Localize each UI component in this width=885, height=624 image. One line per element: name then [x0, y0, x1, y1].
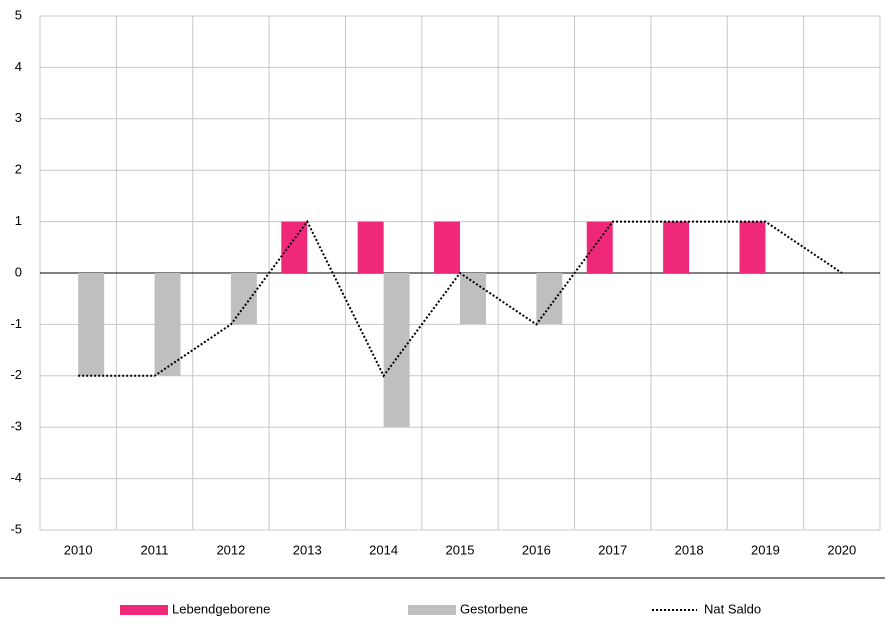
- bar: [383, 273, 410, 428]
- y-tick-label: -4: [10, 470, 22, 485]
- bar: [536, 273, 563, 325]
- bar: [281, 221, 308, 273]
- x-tick-label: 2011: [141, 542, 169, 557]
- x-tick-label: 2018: [675, 542, 704, 557]
- legend-label: Nat Saldo: [704, 601, 761, 616]
- bar: [230, 273, 257, 325]
- y-tick-label: 3: [15, 110, 22, 125]
- bar: [586, 221, 613, 273]
- legend-swatch: [408, 605, 456, 615]
- x-tick-label: 2013: [293, 542, 322, 557]
- line: [78, 219, 843, 378]
- legend-label: Gestorbene: [460, 601, 528, 616]
- y-tick-label: -5: [10, 521, 22, 536]
- bar: [78, 273, 105, 376]
- y-tick-label: -2: [10, 367, 22, 382]
- x-tick-label: 2020: [827, 542, 856, 557]
- x-tick-label: 2010: [64, 542, 93, 557]
- bar: [460, 273, 486, 325]
- bar: [154, 273, 181, 376]
- x-tick-label: 2019: [751, 542, 780, 557]
- x-tick-label: 2017: [598, 542, 627, 557]
- legend-label: Lebendgeborene: [172, 601, 270, 616]
- x-tick-label: 2015: [446, 542, 475, 557]
- bar: [663, 221, 690, 273]
- y-tick-label: 1: [15, 213, 22, 228]
- y-tick-label: 5: [15, 7, 22, 22]
- legend-swatch: [120, 605, 168, 615]
- y-tick-label: -1: [10, 316, 22, 331]
- y-tick-label: -3: [10, 419, 22, 434]
- x-tick-label: 2014: [369, 542, 398, 557]
- y-tick-label: 2: [15, 162, 22, 177]
- bar: [434, 221, 460, 273]
- x-tick-label: 2012: [216, 542, 245, 557]
- bar: [357, 221, 384, 273]
- bar: [739, 221, 766, 273]
- x-tick-label: 2016: [522, 542, 551, 557]
- y-tick-label: 0: [15, 264, 22, 279]
- y-tick-label: 4: [15, 59, 22, 74]
